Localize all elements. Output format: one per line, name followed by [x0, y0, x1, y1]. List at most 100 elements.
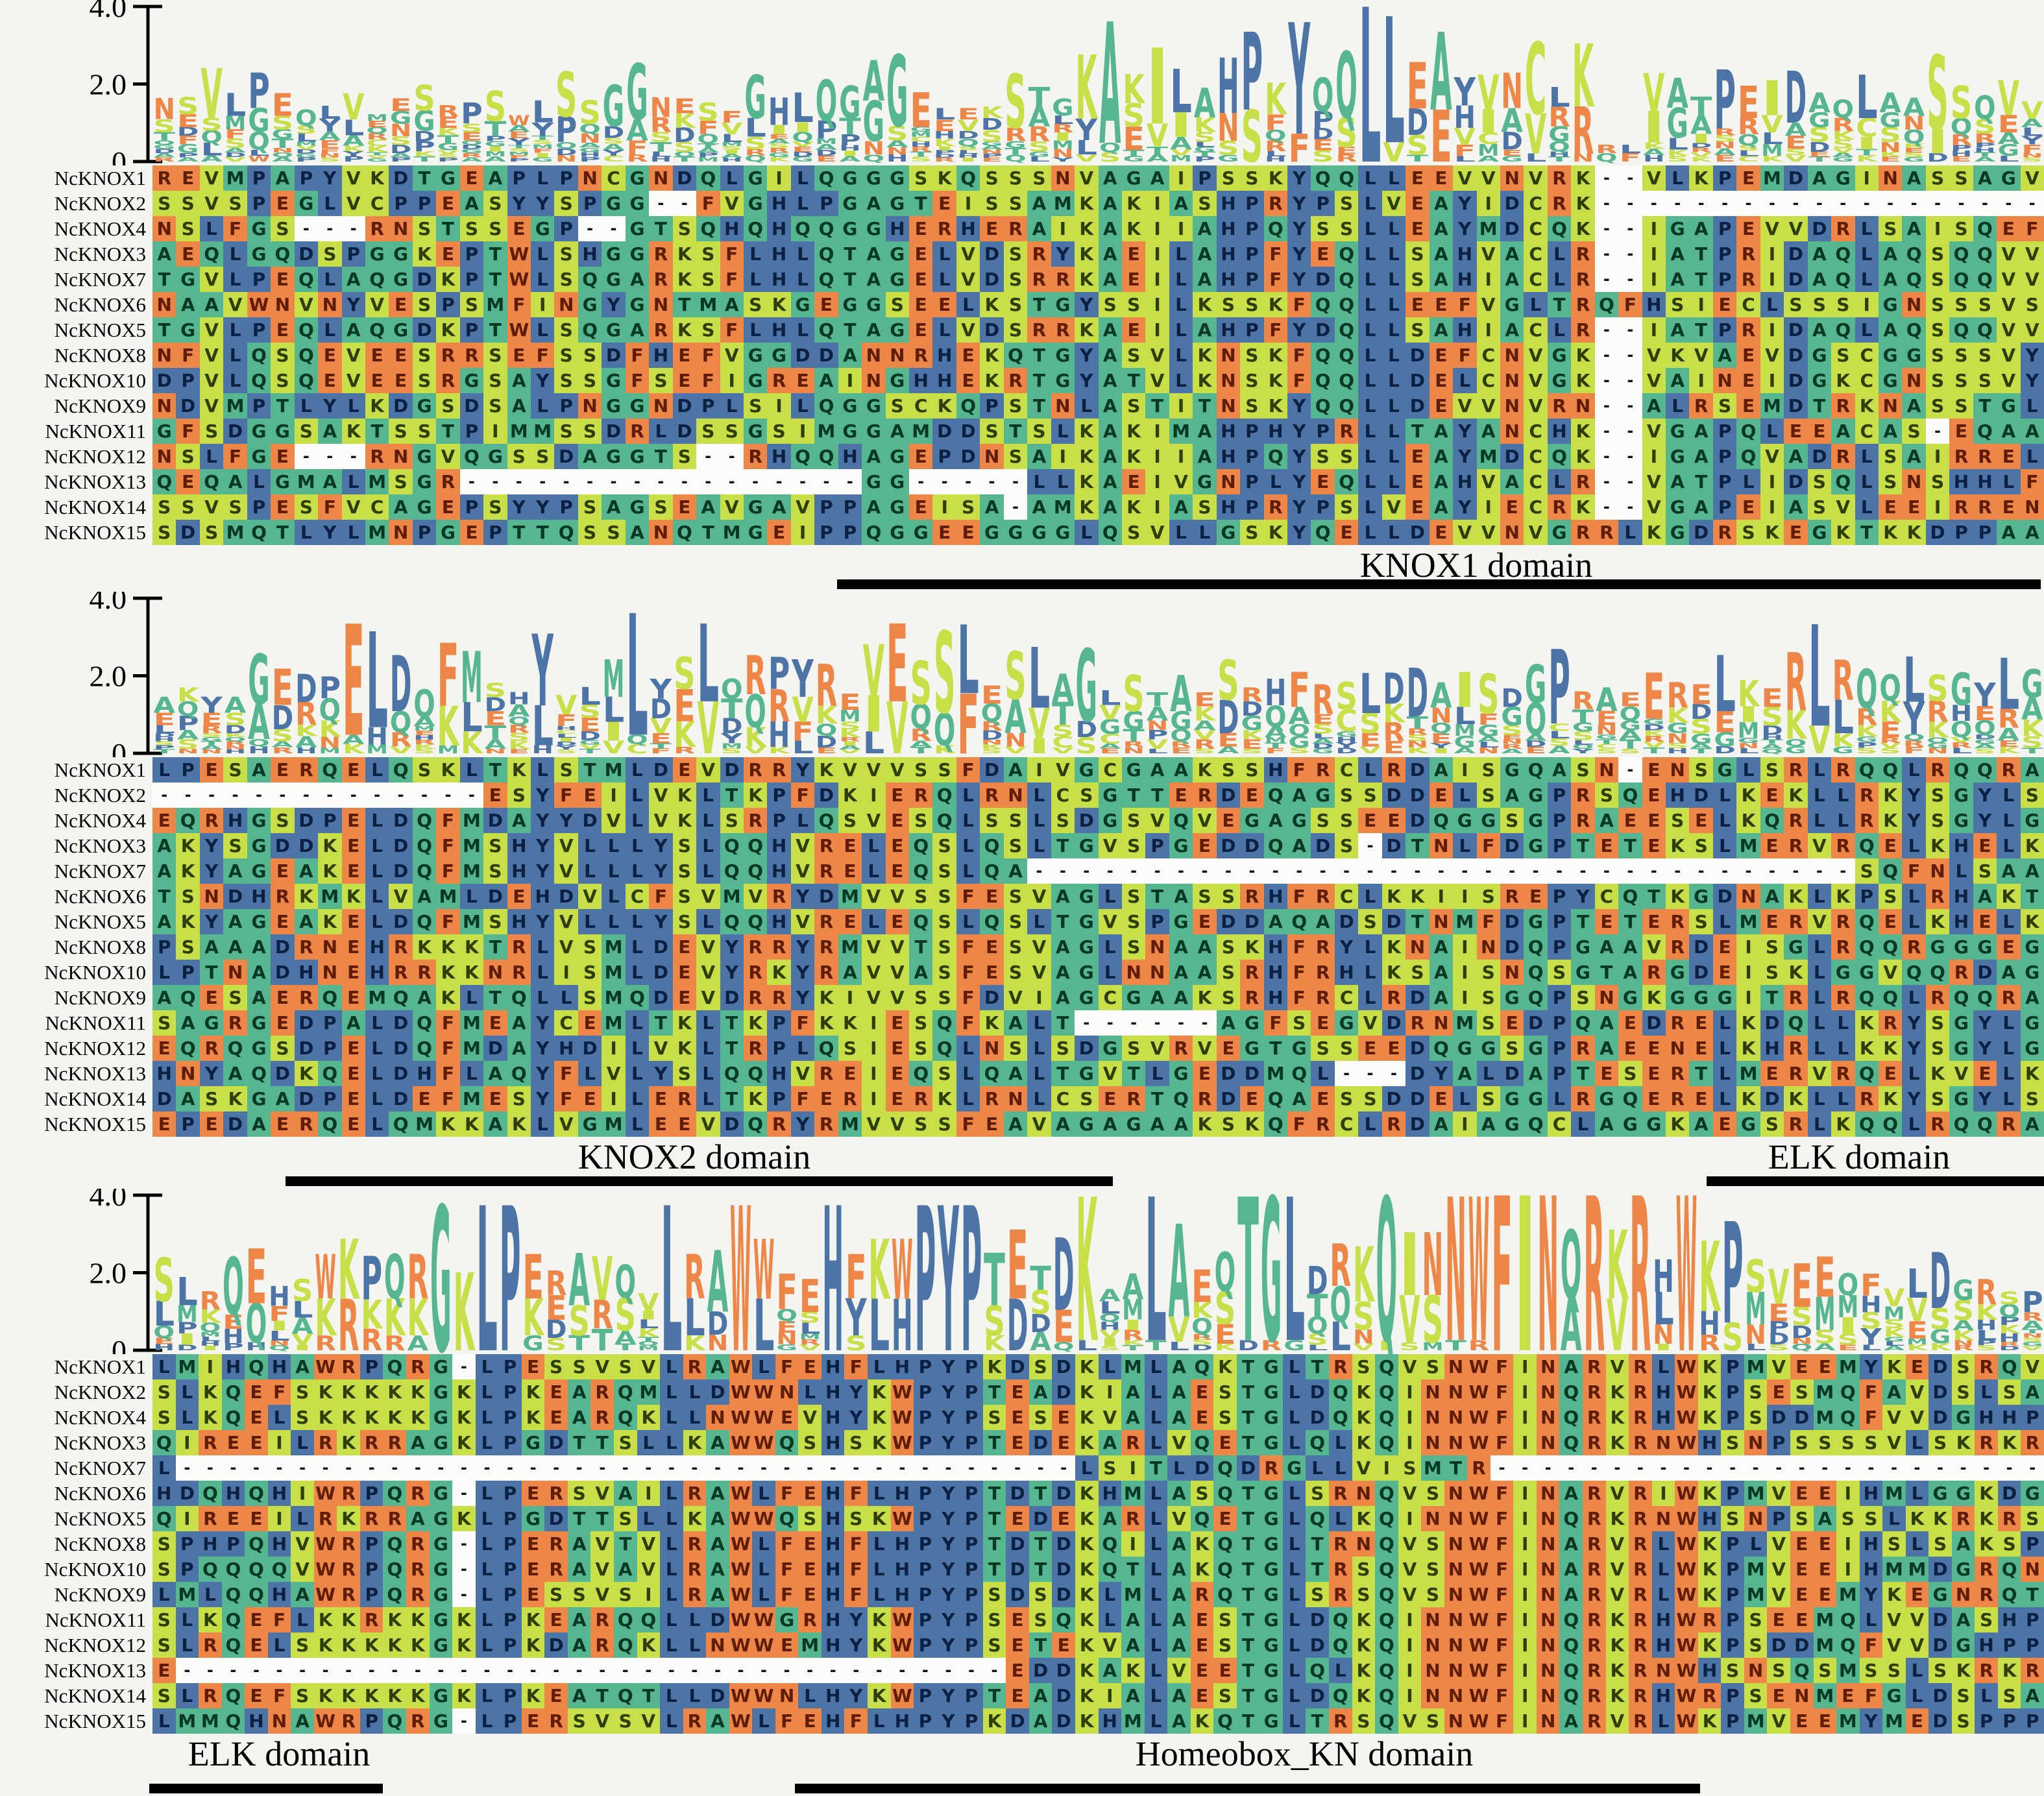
residue-cell: E [507, 216, 531, 241]
residue-cell: A [1559, 1354, 1583, 1379]
residue-cell: G [578, 1111, 602, 1137]
residue-cell: D [1784, 343, 1808, 368]
residue-cell: R [199, 1036, 224, 1061]
residue-cell: C [1855, 343, 1879, 368]
logo-letter: S [1761, 703, 1783, 732]
residue-cell: L [868, 1582, 891, 1607]
logo-letter: N [1791, 1337, 1812, 1346]
residue-cell: L [696, 1061, 720, 1086]
sequence-name: NcKNOX4 [54, 809, 146, 832]
residue-cell: L [1358, 960, 1382, 985]
residue-cell: G [247, 808, 271, 833]
residue-cell: S [932, 884, 956, 909]
logo-letter: H [768, 714, 790, 755]
residue-cell: L [1618, 520, 1642, 545]
residue-cell: E [1216, 808, 1241, 833]
residue-cell: T [1145, 1086, 1169, 1111]
residue-cell: S [1500, 808, 1524, 833]
residue-cell: E [365, 343, 389, 368]
logo-letter: S [225, 710, 247, 729]
logo-letter: S [1879, 124, 1901, 147]
logo-letter: A [1147, 703, 1169, 725]
gap-cell: - [936, 1455, 960, 1481]
residue-cell: E [1052, 1506, 1075, 1531]
residue-cell: Y [936, 1683, 960, 1708]
residue-cell: D [1784, 368, 1808, 393]
residue-cell: L [1358, 520, 1382, 545]
residue-cell: Q [247, 343, 271, 368]
residue-cell: R [683, 1531, 707, 1557]
residue-cell: E [980, 934, 1004, 960]
residue-cell: S [1334, 216, 1359, 241]
residue-cell: L [1855, 267, 1879, 292]
residue-cell: L [1358, 469, 1382, 494]
logo-letter: L [1832, 690, 1855, 744]
logo-letter: A [1596, 681, 1618, 719]
residue-cell: T [436, 419, 460, 444]
logo-letter: R [413, 739, 437, 746]
gap-cell: - [980, 469, 1004, 494]
residue-cell: A [567, 1607, 591, 1632]
residue-cell: S [1949, 393, 1973, 419]
residue-cell: E [1712, 1111, 1737, 1137]
logo-letter: G [248, 101, 270, 140]
residue-cell: G [1807, 343, 1832, 368]
logo-letter: K [1383, 699, 1405, 729]
residue-cell: S [1334, 783, 1359, 808]
residue-cell: V [1997, 343, 2021, 368]
residue-cell: D [1311, 267, 1335, 292]
logo-letter: K [744, 722, 767, 753]
residue-cell: H [1334, 960, 1359, 985]
logo-letter: D [816, 733, 838, 751]
residue-cell: F [554, 783, 578, 808]
residue-cell: A [1028, 1708, 1052, 1734]
residue-cell: E [956, 368, 980, 393]
residue-cell: A [1500, 469, 1524, 494]
residue-cell: S [982, 1582, 1006, 1607]
residue-cell: E [1618, 1010, 1642, 1036]
logo-letter: K [1738, 674, 1760, 715]
residue-cell: R [436, 343, 460, 368]
logo-letter: R [315, 1332, 336, 1354]
residue-cell: Y [790, 985, 815, 1010]
residue-cell: L [1744, 1531, 1768, 1557]
residue-cell: A [2021, 1379, 2044, 1405]
residue-cell: T [1689, 267, 1713, 292]
residue-cell: G [429, 1405, 453, 1430]
residue-cell: A [1098, 216, 1122, 241]
residue-cell: G [389, 267, 413, 292]
logo-letter: A [568, 1239, 590, 1323]
residue-cell: I [199, 1354, 222, 1379]
residue-cell: L [625, 960, 650, 985]
gap-cell: - [1381, 858, 1406, 884]
residue-cell: H [821, 1683, 845, 1708]
residue-cell: D [1006, 1354, 1029, 1379]
residue-cell: T [1027, 343, 1051, 368]
residue-cell: N [1051, 393, 1075, 419]
residue-cell: Q [1973, 419, 1997, 444]
logo-letter: E [201, 710, 223, 729]
sequence-name: NcKNOX13 [44, 1062, 146, 1085]
residue-cell: H [890, 1481, 914, 1506]
residue-cell: S [798, 1506, 821, 1531]
residue-cell: F [2020, 216, 2044, 241]
residue-cell: Q [1524, 1111, 1548, 1137]
logo-letter: G [1194, 146, 1216, 154]
residue-cell: Q [1618, 1086, 1642, 1111]
residue-cell: D [152, 368, 176, 393]
residue-cell: L [1997, 469, 2021, 494]
residue-cell: H [1263, 934, 1287, 960]
residue-cell: M [602, 934, 626, 960]
residue-cell: Q [1263, 1086, 1287, 1111]
residue-cell: Q [221, 1632, 245, 1658]
residue-cell: R [1547, 393, 1572, 419]
residue-cell: V [554, 934, 578, 960]
residue-cell: E [271, 757, 295, 783]
residue-cell: I [175, 1506, 199, 1531]
logo-letter: I [1690, 131, 1712, 146]
logo-letter: A [707, 1233, 729, 1332]
annotation-row-1: KNOX1 domain [0, 545, 2044, 592]
residue-cell: A [1997, 858, 2021, 884]
logo-letter: N [225, 745, 247, 751]
residue-cell: D [720, 985, 744, 1010]
